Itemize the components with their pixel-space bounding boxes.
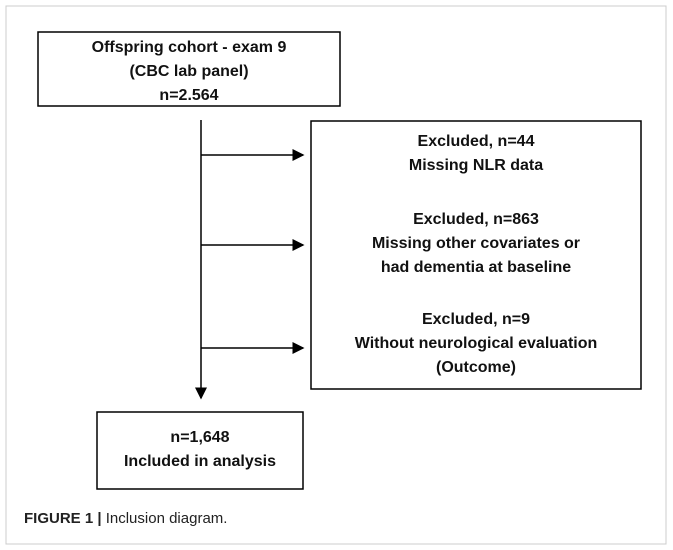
box: [96, 411, 304, 490]
node-text: Missing NLR data: [409, 157, 543, 174]
node-text: Excluded, n=9: [422, 311, 530, 328]
frame: [5, 5, 667, 545]
node-text: Missing other covariates or: [372, 235, 580, 252]
caption: FIGURE 1 | Inclusion diagram.: [24, 510, 227, 527]
node-text: Excluded, n=863: [413, 211, 539, 228]
node-text: n=2.564: [159, 87, 218, 104]
node-text: had dementia at baseline: [381, 259, 571, 276]
node-text: Offspring cohort - exam 9: [92, 39, 287, 56]
node-text: Included in analysis: [124, 453, 276, 470]
box: [310, 120, 642, 390]
caption-text: Inclusion diagram.: [105, 510, 228, 527]
node-text: (Outcome): [436, 359, 516, 376]
node-text: Excluded, n=44: [418, 133, 535, 150]
node-text: n=1,648: [170, 429, 229, 446]
node-text: Without neurological evaluation: [355, 335, 598, 352]
caption-label: FIGURE 1 |: [24, 510, 102, 527]
node-text: (CBC lab panel): [129, 63, 248, 80]
box: [37, 31, 341, 107]
